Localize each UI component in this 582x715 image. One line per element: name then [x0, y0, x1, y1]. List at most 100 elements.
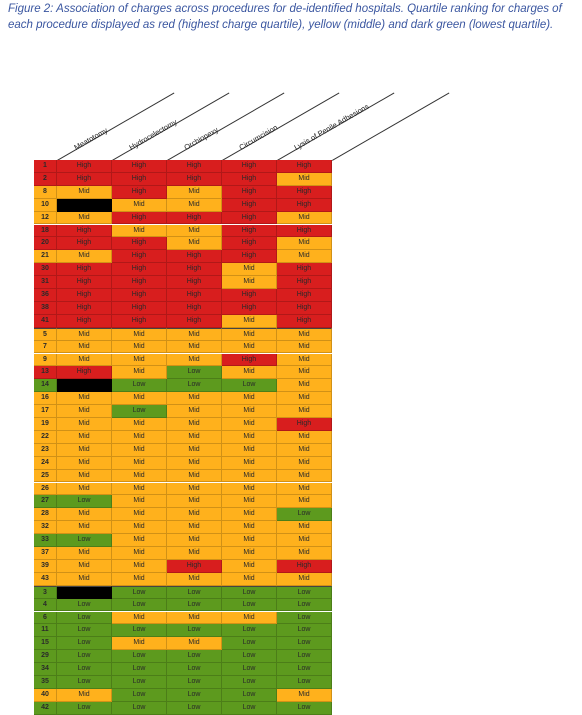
quartile-cell: Mid: [167, 611, 222, 625]
quartile-cell: Mid: [277, 340, 332, 354]
figure-caption: Figure 2: Association of charges across …: [8, 3, 562, 31]
quartile-cell: Mid: [277, 572, 332, 586]
quartile-cell: Mid: [277, 430, 332, 444]
hospital-id-cell: 3: [34, 585, 57, 599]
quartile-cell: Mid: [222, 521, 277, 535]
quartile-cell: High: [277, 160, 332, 173]
quartile-cell: Low: [167, 688, 222, 702]
quartile-cell: Low: [222, 637, 277, 651]
quartile-cell: Low: [277, 701, 332, 715]
table-row: 2 High High High High Mid: [34, 172, 332, 186]
table-row: 20 High High Mid High Mid: [34, 237, 332, 251]
quartile-cell: High: [112, 160, 167, 173]
quartile-cell: Mid: [222, 547, 277, 560]
quartile-cell: Mid: [167, 495, 222, 509]
quartile-cell: Mid: [167, 237, 222, 251]
hospital-id-cell: 38: [34, 301, 57, 315]
quartile-cell: Low: [167, 379, 222, 393]
hospital-id-cell: 37: [34, 547, 57, 560]
quartile-cell: Low: [277, 676, 332, 689]
quartile-cell: Mid: [57, 547, 112, 560]
quartile-cell: Mid: [222, 572, 277, 586]
quartile-cell: Mid: [57, 521, 112, 535]
quartile-cell: Mid: [57, 392, 112, 406]
quartile-cell: Low: [167, 585, 222, 599]
quartile-cell: High: [57, 301, 112, 315]
table-row: 13 High Mid Low Mid Mid: [34, 366, 332, 380]
quartile-cell: Low: [222, 379, 277, 393]
quartile-cell: Mid: [112, 392, 167, 406]
quartile-cell: Mid: [167, 521, 222, 535]
quartile-cell: Mid: [167, 392, 222, 406]
table-row: 8 Mid High Mid High High: [34, 185, 332, 199]
table-row: 18 High Mid Mid High High: [34, 224, 332, 238]
quartile-cell: High: [167, 276, 222, 289]
quartile-cell: Low: [167, 676, 222, 689]
quartile-cell: Low: [277, 598, 332, 612]
hospital-id-cell: 8: [34, 185, 57, 199]
hospital-id-cell: 25: [34, 469, 57, 483]
quartile-cell: Low: [112, 405, 167, 418]
quartile-cell: High: [112, 185, 167, 199]
quartile-cell: Mid: [222, 392, 277, 406]
table-row: 17 Mid Low Mid Mid Mid: [34, 405, 332, 418]
quartile-cell: Low: [57, 650, 112, 664]
quartile-cell: Mid: [57, 469, 112, 483]
quartile-cell: Mid: [167, 224, 222, 238]
quartile-cell: Mid: [277, 405, 332, 418]
quartile-cell: Mid: [112, 547, 167, 560]
hospital-id-cell: 2: [34, 172, 57, 186]
quartile-cell: Low: [112, 598, 167, 612]
quartile-cell: Mid: [57, 482, 112, 496]
quartile-cell: Mid: [57, 508, 112, 522]
quartile-cell: High: [57, 172, 112, 186]
quartile-cell: Mid: [222, 611, 277, 625]
table-row: 43 Mid Mid Mid Mid Mid: [34, 572, 332, 586]
quartile-cell: Low: [222, 598, 277, 612]
quartile-cell: Mid: [57, 405, 112, 418]
quartile-cell: Low: [112, 663, 167, 676]
header-divider: [332, 92, 450, 161]
quartile-cell: Low: [112, 585, 167, 599]
hospital-id-cell: 18: [34, 224, 57, 238]
quartile-cell: Mid: [277, 327, 332, 341]
quartile-cell: Low: [112, 688, 167, 702]
quartile-cell: Mid: [222, 430, 277, 444]
quartile-cell: Mid: [222, 314, 277, 328]
quartile-cell: High: [57, 314, 112, 328]
quartile-cell: Mid: [167, 353, 222, 367]
quartile-cell: High: [167, 172, 222, 186]
quartile-cell: Low: [167, 650, 222, 664]
quartile-cell: High: [167, 263, 222, 277]
quartile-cell: Low: [277, 663, 332, 676]
table-row: 11 Low Low Low Low Low: [34, 624, 332, 638]
table-row: 30 High High High Mid High: [34, 263, 332, 277]
quartile-cell: Low: [57, 637, 112, 651]
quartile-cell: High: [222, 185, 277, 199]
quartile-cell: Mid: [277, 469, 332, 483]
quartile-cell: Low: [112, 624, 167, 638]
blank-cell: [57, 198, 112, 212]
hospital-id-cell: 4: [34, 598, 57, 612]
column-headers: Meatotomy Hydrocelectomy Orchiopexy Circumc…: [0, 0, 582, 161]
table-row: 37 Mid Mid Mid Mid Mid: [34, 547, 332, 560]
quartile-cell: Mid: [57, 353, 112, 367]
table-row: 39 Mid Mid High Mid High: [34, 559, 332, 573]
quartile-cell: Mid: [112, 495, 167, 509]
hospital-id-cell: 1: [34, 160, 57, 173]
quartile-cell: Mid: [277, 353, 332, 367]
table-row: 33 Low Mid Mid Mid Mid: [34, 534, 332, 547]
quartile-cell: Mid: [112, 418, 167, 431]
quartile-cell: Mid: [222, 263, 277, 277]
table-row: 35 Low Low Low Low Low: [34, 676, 332, 689]
quartile-cell: High: [222, 160, 277, 173]
quartile-cell: Mid: [277, 495, 332, 509]
quartile-cell: Mid: [112, 521, 167, 535]
hospital-id-cell: 6: [34, 611, 57, 625]
quartile-cell: High: [57, 237, 112, 251]
quartile-cell: Mid: [167, 456, 222, 470]
quartile-cell: Mid: [112, 340, 167, 354]
quartile-cell: Low: [167, 701, 222, 715]
quartile-cell: Low: [57, 598, 112, 612]
table-row: 6 Low Mid Mid Mid Low: [34, 611, 332, 625]
